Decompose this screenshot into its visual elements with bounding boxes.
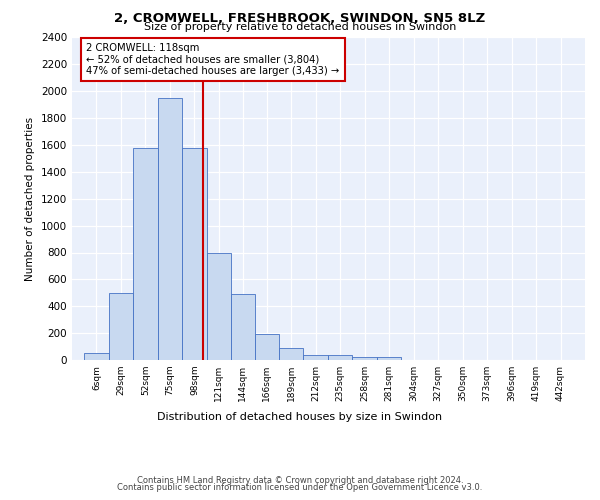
Bar [328,356,352,360]
Bar [231,294,254,360]
Bar [254,334,279,360]
Text: 2 CROMWELL: 118sqm
← 52% of detached houses are smaller (3,804)
47% of semi-deta: 2 CROMWELL: 118sqm ← 52% of detached hou… [86,43,340,76]
Bar [377,358,401,360]
Bar [84,354,109,360]
Bar [304,356,328,360]
Y-axis label: Number of detached properties: Number of detached properties [25,116,35,281]
Bar [206,252,231,360]
Bar [352,356,377,360]
Bar [109,293,133,360]
Bar [158,98,182,360]
Bar [133,148,158,360]
Text: 2, CROMWELL, FRESHBROOK, SWINDON, SN5 8LZ: 2, CROMWELL, FRESHBROOK, SWINDON, SN5 8L… [115,12,485,24]
Bar [182,148,206,360]
Text: Size of property relative to detached houses in Swindon: Size of property relative to detached ho… [144,22,456,32]
Text: Distribution of detached houses by size in Swindon: Distribution of detached houses by size … [157,412,443,422]
Text: Contains HM Land Registry data © Crown copyright and database right 2024.: Contains HM Land Registry data © Crown c… [137,476,463,485]
Bar [279,348,304,360]
Text: Contains public sector information licensed under the Open Government Licence v3: Contains public sector information licen… [118,484,482,492]
